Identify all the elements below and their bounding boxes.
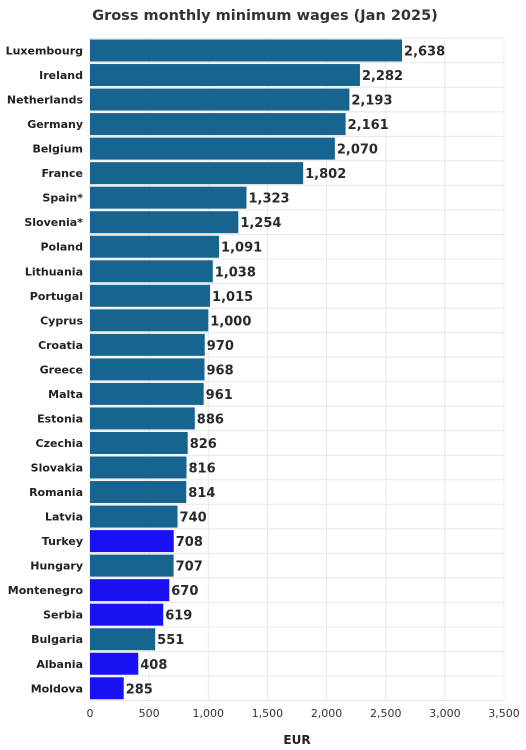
value-label: 1,091 <box>221 241 262 256</box>
category-label: Estonia <box>37 412 83 425</box>
labels: Luxembourg 2,638 Ireland 2,282 Netherlands 2,… <box>6 45 520 721</box>
category-label: Malta <box>48 388 83 401</box>
category-label: Turkey <box>42 535 83 548</box>
bars <box>90 39 403 700</box>
bar <box>90 162 304 185</box>
value-label: 2,161 <box>348 118 389 133</box>
category-label: Slovenia* <box>24 216 83 229</box>
value-label: 2,193 <box>351 94 392 109</box>
category-label: Serbia <box>43 609 83 622</box>
value-label: 816 <box>189 462 216 477</box>
bar <box>90 88 350 111</box>
bar <box>90 456 187 479</box>
bar <box>90 481 187 504</box>
category-label: Germany <box>27 118 83 131</box>
bar <box>90 677 124 700</box>
value-label: 886 <box>197 412 224 427</box>
bar <box>90 603 164 626</box>
bar <box>90 554 174 577</box>
bar <box>90 211 239 234</box>
category-label: Greece <box>40 363 83 376</box>
bar <box>90 260 213 283</box>
bar <box>90 407 195 430</box>
bar <box>90 333 205 356</box>
bar <box>90 235 220 258</box>
category-label: Belgium <box>32 143 83 156</box>
value-label: 2,638 <box>404 45 445 60</box>
value-label: 707 <box>176 560 203 575</box>
category-label: Moldova <box>31 682 83 695</box>
category-label: Romania <box>29 486 83 499</box>
bar <box>90 113 346 136</box>
value-label: 970 <box>207 339 234 354</box>
value-label: 1,323 <box>248 192 289 207</box>
bar <box>90 358 205 381</box>
category-label: Cyprus <box>40 314 83 327</box>
x-tick-label: 3,500 <box>488 707 520 720</box>
x-tick-label: 3,000 <box>429 707 461 720</box>
category-label: Slovakia <box>31 462 83 475</box>
bar <box>90 579 170 602</box>
category-label: Croatia <box>38 339 83 352</box>
category-label: Czechia <box>36 437 83 450</box>
bar <box>90 64 360 87</box>
bar <box>90 382 204 405</box>
value-label: 670 <box>171 584 198 599</box>
bar <box>90 309 209 332</box>
value-label: 1,000 <box>210 314 251 329</box>
value-label: 1,802 <box>305 167 346 182</box>
category-label: Latvia <box>45 511 83 524</box>
x-tick-label: 0 <box>87 707 94 720</box>
bar <box>90 652 139 675</box>
bar <box>90 39 403 62</box>
value-label: 814 <box>188 486 215 501</box>
category-label: Spain* <box>42 192 83 205</box>
value-label: 968 <box>207 363 234 378</box>
x-axis-title: EUR <box>283 733 310 747</box>
value-label: 1,038 <box>215 265 256 280</box>
bar <box>90 186 247 209</box>
bar <box>90 628 156 651</box>
value-label: 708 <box>176 535 203 550</box>
category-label: Poland <box>40 241 83 254</box>
category-label: Portugal <box>30 290 83 303</box>
value-label: 285 <box>126 682 153 697</box>
category-label: Bulgaria <box>31 633 83 646</box>
value-label: 2,282 <box>362 69 403 84</box>
category-label: Ireland <box>39 69 83 82</box>
category-label: Hungary <box>30 560 83 573</box>
category-label: Lithuania <box>25 265 83 278</box>
x-tick-label: 1,000 <box>193 707 225 720</box>
category-label: Netherlands <box>7 94 84 107</box>
bar <box>90 431 188 454</box>
value-label: 1,254 <box>240 216 281 231</box>
value-label: 408 <box>140 658 167 673</box>
category-label: France <box>42 167 83 180</box>
value-label: 619 <box>165 609 192 624</box>
bar <box>90 284 211 307</box>
value-label: 740 <box>180 511 207 526</box>
value-label: 551 <box>157 633 184 648</box>
category-label: Montenegro <box>8 584 84 597</box>
x-tick-label: 2,000 <box>311 707 343 720</box>
bar <box>90 137 335 160</box>
x-tick-label: 1,500 <box>252 707 284 720</box>
value-label: 2,070 <box>337 143 378 158</box>
category-label: Luxembourg <box>6 45 83 58</box>
bar <box>90 530 174 553</box>
chart-title: Gross monthly minimum wages (Jan 2025) <box>92 8 438 24</box>
x-tick-label: 500 <box>139 707 160 720</box>
bar <box>90 505 178 528</box>
value-label: 961 <box>206 388 233 403</box>
value-label: 826 <box>190 437 217 452</box>
x-tick-label: 2,500 <box>370 707 402 720</box>
value-label: 1,015 <box>212 290 253 305</box>
category-label: Albania <box>36 658 83 671</box>
